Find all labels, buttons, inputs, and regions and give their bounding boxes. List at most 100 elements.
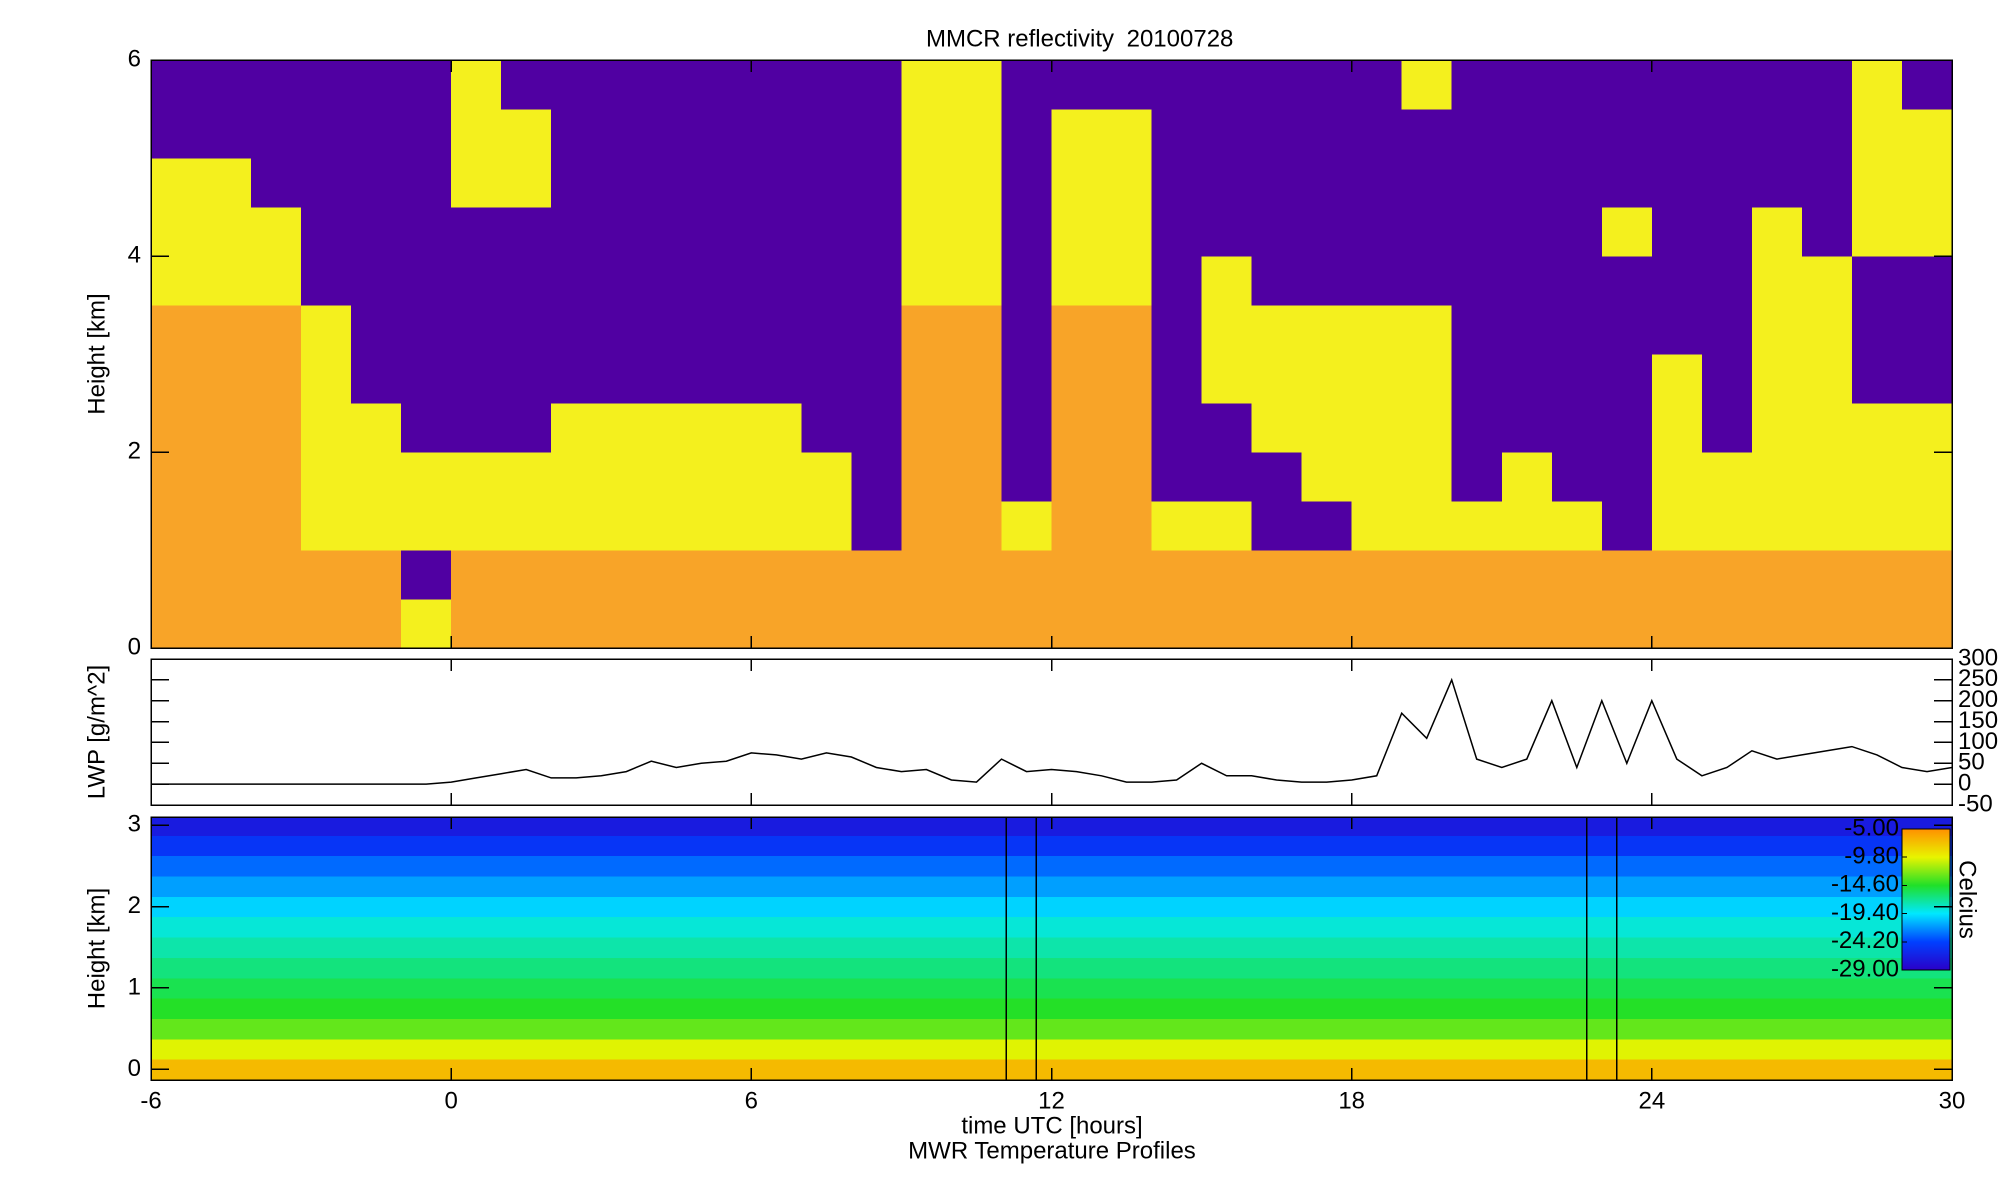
heatmap-cell — [701, 501, 752, 551]
temperature-band — [151, 998, 1952, 1020]
heatmap-cell — [801, 207, 852, 257]
heatmap-cell — [1101, 452, 1153, 502]
heatmap-cell — [701, 550, 752, 600]
heatmap-cell — [751, 354, 802, 404]
heatmap-cell — [1751, 60, 1803, 110]
heatmap-cell — [1151, 354, 1203, 404]
heatmap-cell — [301, 354, 352, 404]
heatmap-cell — [1851, 207, 1903, 257]
heatmap-cell — [351, 158, 402, 208]
heatmap-cell — [1601, 256, 1653, 306]
heatmap-cell — [1301, 256, 1353, 306]
heatmap-cell — [1701, 256, 1753, 306]
heatmap-cell — [751, 550, 802, 600]
y-tick-label: 6 — [128, 45, 141, 72]
heatmap-cell — [1351, 599, 1403, 649]
heatmap-cell — [351, 256, 402, 306]
heatmap-cell — [1101, 501, 1153, 551]
heatmap-cell — [1101, 60, 1153, 110]
y-axis-label: LWP [g/m^2] — [83, 665, 110, 799]
heatmap-cell — [1051, 354, 1103, 404]
chart-title: MMCR reflectivity — [926, 25, 1114, 52]
heatmap-cell — [1201, 452, 1253, 502]
heatmap-cell — [1301, 599, 1353, 649]
heatmap-cell — [1851, 109, 1903, 159]
heatmap-cell — [1351, 207, 1403, 257]
heatmap-cell — [1751, 256, 1803, 306]
heatmap-cell — [201, 109, 252, 159]
heatmap-cell — [801, 256, 852, 306]
heatmap-cell — [151, 60, 202, 110]
heatmap-cell — [1551, 452, 1603, 502]
heatmap-cell — [1901, 501, 1953, 551]
heatmap-cell — [1151, 256, 1203, 306]
colorbar — [1901, 828, 1951, 971]
heatmap-cell — [901, 60, 952, 110]
y-tick-label: 50 — [1958, 749, 1985, 776]
heatmap-cell — [1501, 501, 1553, 551]
heatmap-cell — [1451, 207, 1503, 257]
heatmap-cell — [1451, 501, 1503, 551]
heatmap-cell — [1701, 403, 1753, 453]
heatmap-cell — [1201, 501, 1253, 551]
heatmap-cell — [501, 550, 552, 600]
heatmap-cell — [401, 207, 452, 257]
heatmap-cell — [1651, 207, 1703, 257]
heatmap-cell — [451, 550, 502, 600]
colorbar-tick-label: -29.00 — [1831, 955, 1899, 982]
heatmap-cell — [751, 403, 802, 453]
heatmap-cell — [751, 501, 802, 551]
heatmap-cell — [1101, 599, 1153, 649]
y-tick-label: 200 — [1958, 686, 1998, 713]
heatmap-cell — [1651, 452, 1703, 502]
heatmap-cell — [1901, 403, 1953, 453]
heatmap-cell — [1351, 550, 1403, 600]
heatmap-cell — [251, 256, 302, 306]
heatmap-cell — [1101, 550, 1153, 600]
heatmap-cell — [1851, 550, 1903, 600]
heatmap-cell — [1551, 550, 1603, 600]
heatmap-cell — [701, 60, 752, 110]
heatmap-cell — [501, 60, 552, 110]
heatmap-cell — [1601, 599, 1653, 649]
heatmap-cell — [1451, 599, 1503, 649]
heatmap-cell — [801, 60, 852, 110]
heatmap-cell — [451, 354, 502, 404]
heatmap-cell — [651, 60, 702, 110]
heatmap-cell — [601, 501, 652, 551]
heatmap-cell — [401, 256, 452, 306]
heatmap-cell — [1001, 207, 1052, 257]
y-tick-label: -50 — [1958, 790, 1993, 817]
heatmap-cell — [401, 599, 452, 649]
heatmap-cell — [901, 158, 952, 208]
heatmap-cell — [1701, 158, 1753, 208]
heatmap-cell — [1801, 256, 1853, 306]
heatmap-cell — [1251, 256, 1303, 306]
heatmap-cell — [651, 305, 702, 355]
heatmap-cell — [851, 109, 902, 159]
heatmap-cell — [1701, 599, 1753, 649]
heatmap-cell — [501, 158, 552, 208]
heatmap-cell — [201, 452, 252, 502]
heatmap-cell — [1551, 60, 1603, 110]
heatmap-cell — [601, 354, 652, 404]
heatmap-cell — [1701, 60, 1753, 110]
heatmap-cell — [751, 60, 802, 110]
y-tick-label: 150 — [1958, 707, 1998, 734]
heatmap-cell — [1751, 207, 1803, 257]
heatmap-cell — [751, 158, 802, 208]
colorbar-label: Celcius — [1954, 860, 1981, 939]
heatmap-cell — [601, 403, 652, 453]
temperature-band — [151, 1018, 1952, 1040]
heatmap-cell — [1201, 207, 1253, 257]
heatmap-cell — [501, 256, 552, 306]
heatmap-cell — [1701, 305, 1753, 355]
y-tick-label: 4 — [128, 241, 141, 268]
heatmap-cell — [351, 207, 402, 257]
heatmap-cell — [1651, 109, 1703, 159]
heatmap-cell — [551, 305, 602, 355]
heatmap-cell — [501, 305, 552, 355]
temperature-band — [151, 876, 1952, 897]
heatmap-cell — [1051, 550, 1103, 600]
temperature-band — [151, 937, 1952, 958]
